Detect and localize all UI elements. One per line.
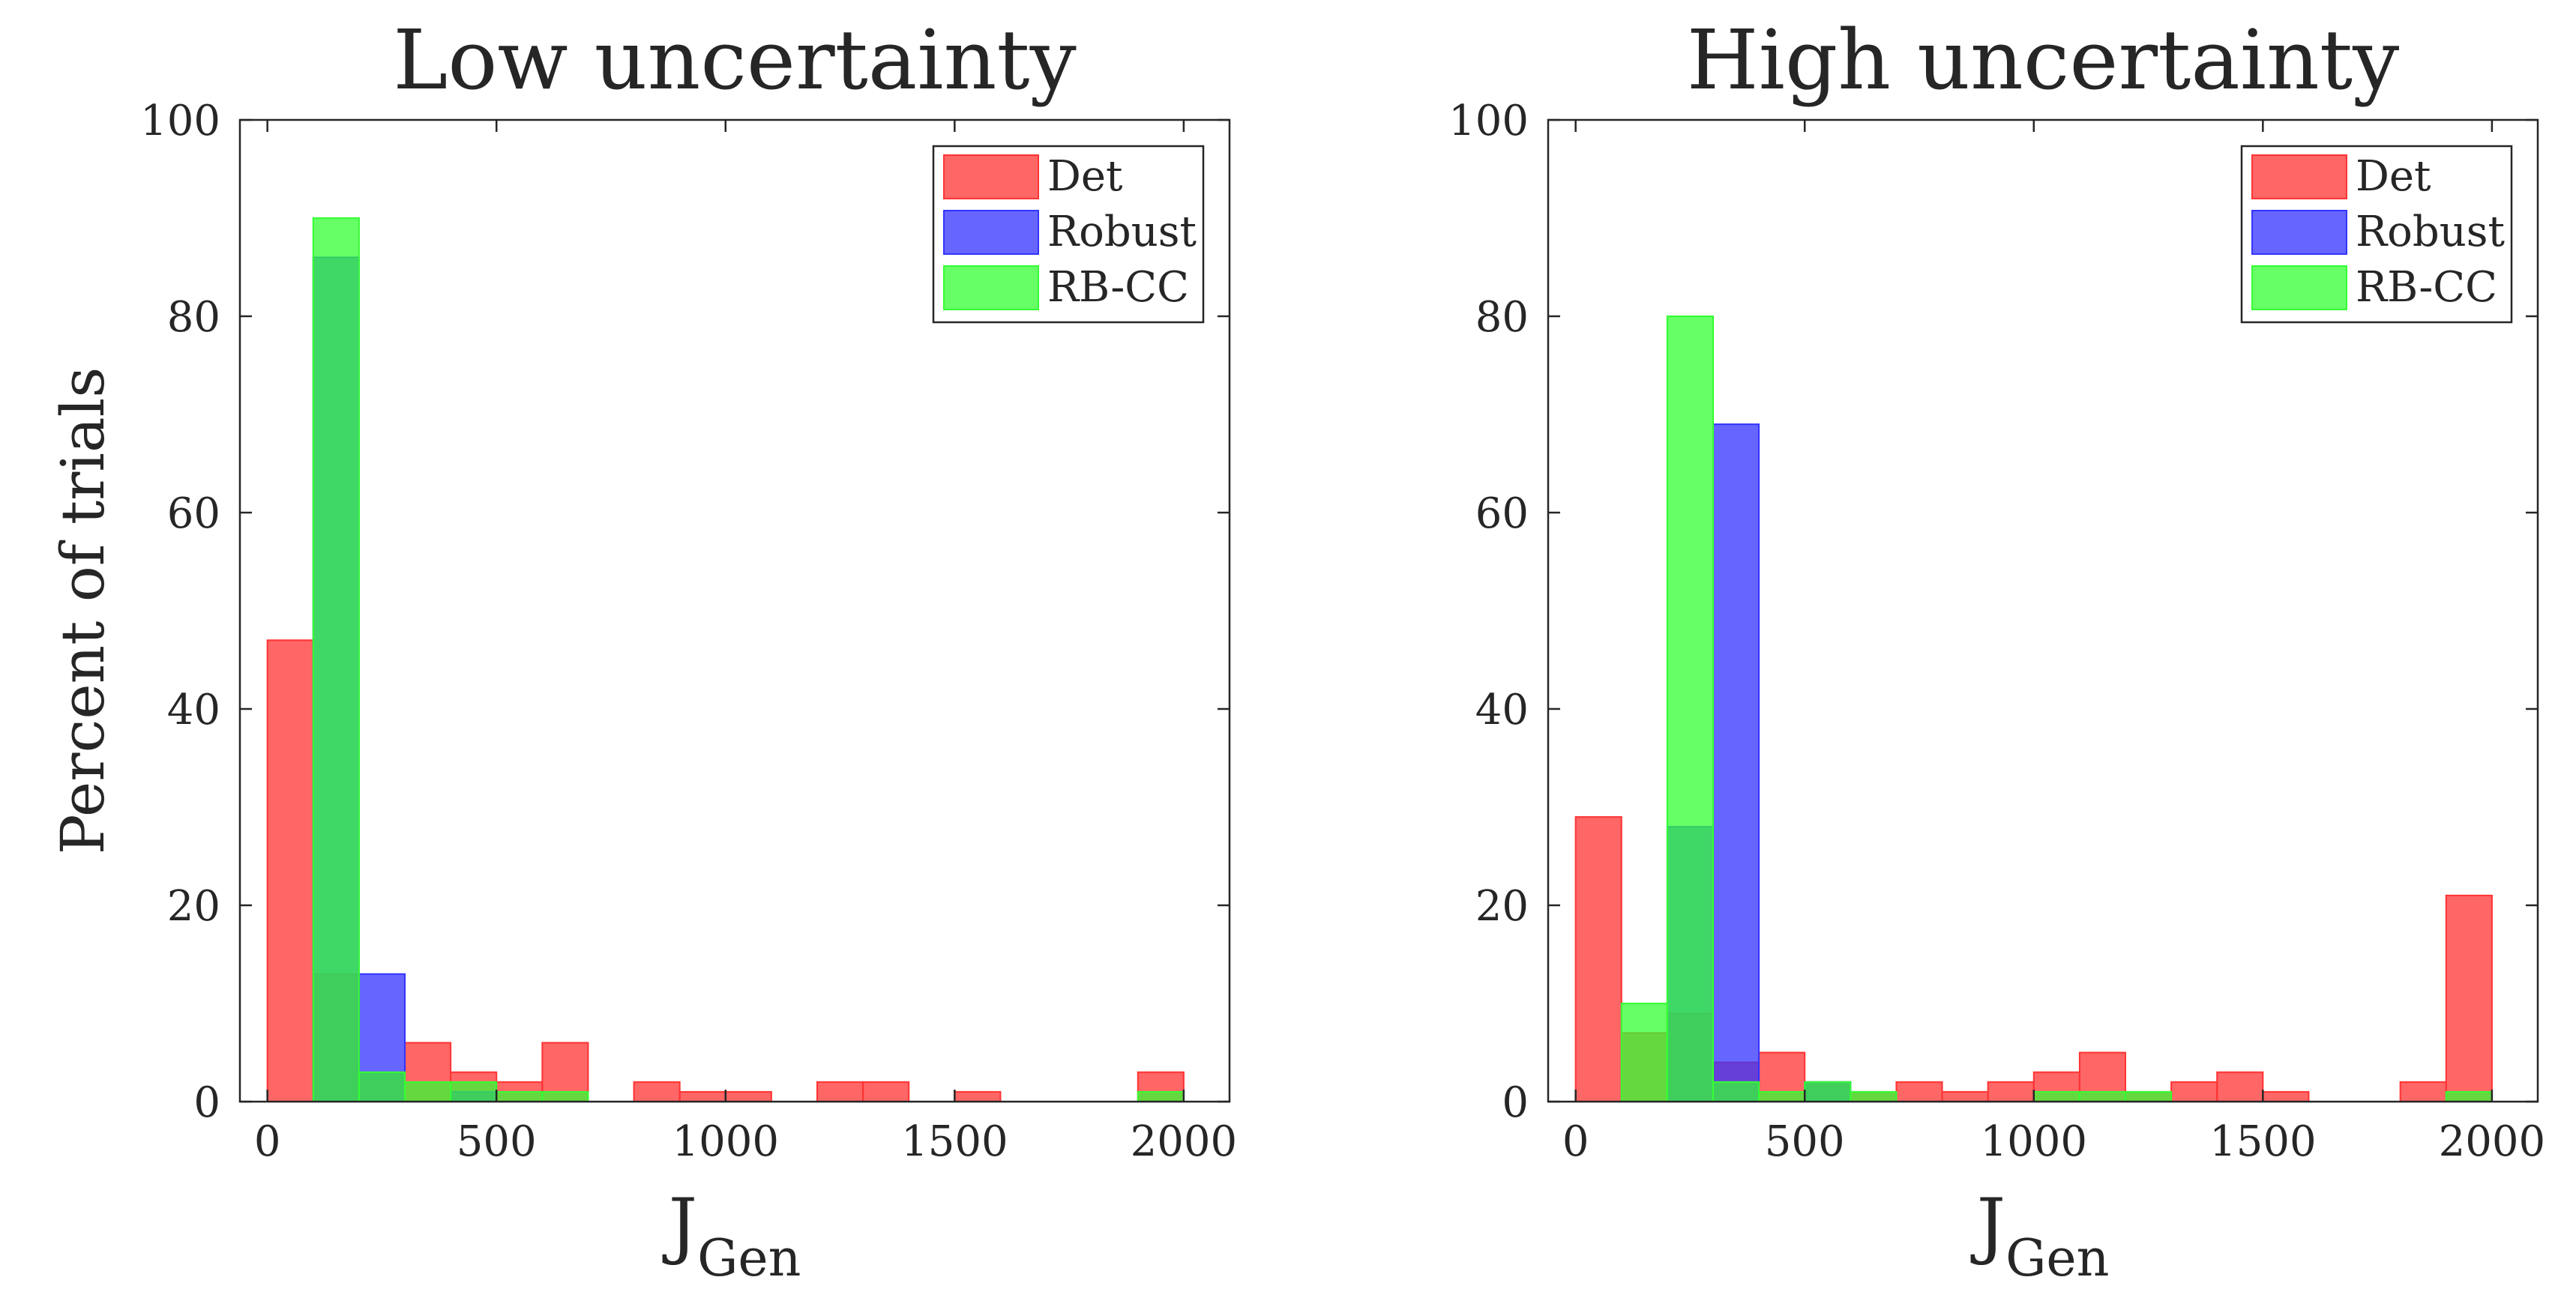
y-tick-label: 60 [167, 489, 220, 538]
bar-det-bin-0 [1574, 816, 1622, 1102]
legend-label-robust: Robust [1047, 208, 1197, 256]
y-tick-label: 0 [193, 1078, 220, 1127]
y-tick-label: 20 [167, 882, 220, 931]
y-axis-label: Percent of trials [48, 367, 118, 855]
legend-label-robust: Robust [2356, 208, 2506, 256]
x-tick-label: 2000 [1131, 1117, 1238, 1166]
bar-rb-cc-bin-1100 [2078, 1090, 2127, 1103]
legend: Det Robust RB-CC [2240, 145, 2513, 324]
bar-det-bin-1000 [724, 1090, 772, 1103]
bar-rb-cc-bin-600 [1850, 1090, 1898, 1103]
x-tick-label: 1000 [1981, 1117, 2088, 1166]
y-tick-label: 40 [167, 686, 220, 734]
legend-label-rb-cc: RB-CC [1047, 263, 1189, 312]
bar-rb-cc-bin-500 [1804, 1081, 1852, 1103]
chart-title-low-uncertainty: Low uncertainty [393, 12, 1077, 108]
y-tick-label: 0 [1502, 1078, 1529, 1127]
bars-group [266, 217, 1185, 1103]
x-axis-label: JGen [662, 1183, 801, 1288]
legend-label-det: Det [2356, 152, 2431, 201]
axes-frame [238, 118, 1231, 1103]
bar-rb-cc-bin-600 [541, 1090, 589, 1103]
legend-swatch-rb-cc [943, 265, 1039, 310]
x-axis-label: JGen [1970, 1183, 2110, 1288]
chart-panel-high-uncertainty: High uncertainty JGen 0 500 1000 1500 2000 0 2… [1448, 12, 2545, 1288]
x-axis-label-main: J [662, 1183, 697, 1267]
legend-swatch-robust [943, 210, 1039, 255]
legend: Det Robust RB-CC [932, 145, 1205, 324]
y-tick-label: 100 [140, 97, 220, 145]
y-tick-label: 80 [1475, 293, 1529, 342]
bar-det-bin-700 [1895, 1081, 1943, 1103]
y-tick-label: 40 [1475, 686, 1529, 734]
x-tick-label: 1500 [901, 1117, 1008, 1166]
bar-det-bin-800 [633, 1081, 681, 1103]
x-tick-label: 1500 [2209, 1117, 2317, 1166]
x-axis-label-subscript: Gen [2005, 1229, 2109, 1288]
bar-det-bin-1400 [2216, 1071, 2264, 1102]
chart-title-high-uncertainty: High uncertainty [1687, 12, 2399, 108]
bar-rb-cc-bin-100 [312, 217, 360, 1102]
legend-label-rb-cc: RB-CC [2356, 263, 2497, 312]
bar-rb-cc-bin-1000 [2032, 1090, 2080, 1103]
x-tick-label: 500 [1765, 1117, 1845, 1166]
y-tick-label: 100 [1448, 97, 1529, 145]
bars-group [1574, 316, 2493, 1103]
bar-det-bin-1800 [2399, 1081, 2447, 1103]
y-tick-label: 80 [167, 293, 220, 342]
bar-det-bin-1300 [2170, 1081, 2218, 1103]
bar-rb-cc-bin-400 [450, 1081, 498, 1103]
bar-rb-cc-bin-1200 [2125, 1090, 2173, 1103]
x-axis-label-main: J [1970, 1183, 2005, 1267]
bar-det-bin-1200 [816, 1081, 864, 1103]
bar-robust-bin-300 [1712, 423, 1760, 1102]
bar-rb-cc-bin-300 [404, 1081, 452, 1103]
bar-rb-cc-bin-200 [358, 1071, 406, 1102]
series-rb-cc [312, 217, 1185, 1103]
bar-rb-cc-bin-300 [1712, 1081, 1760, 1103]
legend-label-det: Det [1047, 152, 1123, 201]
x-axis-label-subscript: Gen [697, 1229, 801, 1288]
legend-swatch-robust [2251, 210, 2347, 255]
bar-rb-cc-bin-400 [1758, 1090, 1806, 1103]
legend-swatch-det [943, 154, 1039, 199]
chart-panel-low-uncertainty: Low uncertainty Percent of trials JGen 0… [48, 12, 1237, 1288]
bar-rb-cc-bin-200 [1666, 316, 1715, 1102]
bar-det-bin-1500 [954, 1090, 1002, 1103]
bar-det-bin-900 [678, 1090, 726, 1103]
y-tick-label: 60 [1475, 489, 1529, 538]
x-tick-label: 0 [254, 1117, 281, 1166]
x-tick-label: 2000 [2439, 1117, 2546, 1166]
series-rb-cc [1620, 316, 2493, 1103]
bar-det-bin-1900 [2445, 894, 2493, 1103]
legend-swatch-det [2251, 154, 2347, 199]
bar-rb-cc-bin-100 [1620, 1003, 1668, 1102]
bar-det-bin-0 [266, 639, 314, 1102]
bar-det-bin-900 [1987, 1081, 2035, 1103]
x-tick-label: 500 [457, 1117, 537, 1166]
bar-det-bin-800 [1941, 1090, 1989, 1103]
legend-swatch-rb-cc [2251, 265, 2347, 310]
bar-rb-cc-bin-1900 [2445, 1090, 2493, 1103]
bar-rb-cc-bin-1900 [1137, 1090, 1185, 1103]
y-tick-label: 20 [1475, 882, 1529, 931]
ticks-group: 0 500 1000 1500 2000 0 20 40 60 80 100 [1448, 97, 2545, 1166]
axes-frame [1547, 118, 2539, 1103]
x-tick-label: 1000 [672, 1117, 780, 1166]
bar-rb-cc-bin-500 [496, 1090, 544, 1103]
x-tick-label: 0 [1562, 1117, 1589, 1166]
bar-det-bin-1500 [2262, 1090, 2310, 1103]
bar-det-bin-1300 [862, 1081, 910, 1103]
